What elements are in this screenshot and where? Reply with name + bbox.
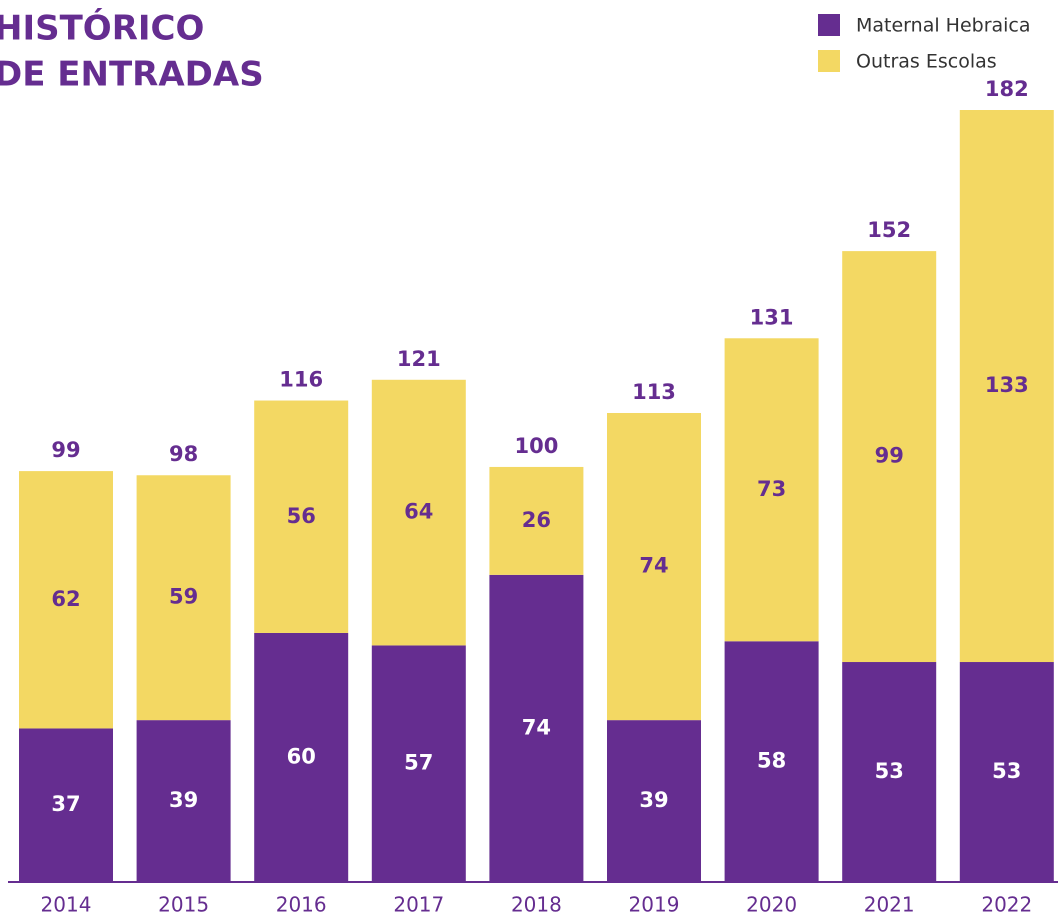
total-label: 99 <box>51 438 80 462</box>
x-tick-label: 2020 <box>746 893 797 917</box>
total-label: 116 <box>279 368 323 392</box>
bar-segment <box>254 632 349 882</box>
bar-segment <box>19 471 113 729</box>
bar-segment <box>489 574 584 882</box>
bar-segment <box>19 728 113 882</box>
legend-swatch <box>818 14 840 36</box>
value-label: 53 <box>875 759 904 783</box>
value-label: 74 <box>522 715 551 739</box>
bar-segment <box>842 662 937 882</box>
bar-segment <box>136 720 231 882</box>
value-label: 133 <box>985 373 1029 397</box>
bar-segment <box>136 475 231 721</box>
value-label: 60 <box>287 744 316 768</box>
bar-segment <box>959 662 1054 882</box>
bar-segment <box>842 251 937 663</box>
x-tick-label: 2022 <box>981 893 1032 917</box>
bar-segment <box>607 412 701 721</box>
value-label: 57 <box>404 751 433 775</box>
bar-segment <box>489 466 584 575</box>
x-tick-label: 2016 <box>276 893 327 917</box>
value-label: 39 <box>639 788 668 812</box>
legend-label: Outras Escolas <box>856 51 997 73</box>
legend-swatch <box>818 50 840 72</box>
legend-label: Maternal Hebraica <box>856 15 1031 37</box>
total-label: 131 <box>750 305 794 329</box>
total-label: 113 <box>632 380 676 404</box>
value-label: 73 <box>757 477 786 501</box>
total-label: 98 <box>169 442 198 466</box>
total-label: 100 <box>514 434 558 458</box>
bar-segment <box>959 110 1054 663</box>
value-label: 62 <box>51 587 80 611</box>
value-label: 26 <box>522 508 551 532</box>
value-label: 37 <box>51 792 80 816</box>
bar-segment <box>607 720 701 882</box>
chart-title: DE ENTRADAS <box>0 55 264 95</box>
chart-title: HISTÓRICO <box>0 8 204 49</box>
x-tick-label: 2017 <box>393 893 444 917</box>
value-label: 99 <box>875 444 904 468</box>
bar-segment <box>254 400 349 633</box>
bar-segment <box>371 645 466 882</box>
x-tick-label: 2018 <box>511 893 562 917</box>
value-label: 74 <box>639 554 668 578</box>
total-label: 152 <box>867 218 911 242</box>
value-label: 39 <box>169 788 198 812</box>
bar-segment <box>724 338 819 642</box>
bar-segment <box>371 379 466 646</box>
total-label: 182 <box>985 77 1029 101</box>
x-tick-label: 2021 <box>864 893 915 917</box>
x-tick-label: 2015 <box>158 893 209 917</box>
value-label: 53 <box>992 759 1021 783</box>
value-label: 58 <box>757 749 786 773</box>
total-label: 121 <box>397 347 441 371</box>
x-tick-label: 2019 <box>629 893 680 917</box>
value-label: 64 <box>404 500 433 524</box>
bar-segment <box>724 641 819 882</box>
x-tick-label: 2014 <box>41 893 92 917</box>
value-label: 59 <box>169 585 198 609</box>
value-label: 56 <box>287 504 316 528</box>
